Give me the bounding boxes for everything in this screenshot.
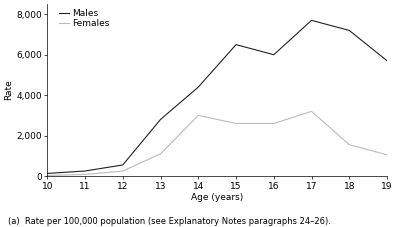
Line: Females: Females	[47, 111, 387, 175]
Females	[83, 173, 87, 176]
Legend: Males, Females: Males, Females	[59, 9, 110, 28]
Females	[309, 110, 314, 113]
Females	[120, 170, 125, 172]
Males	[272, 53, 276, 56]
Females	[45, 174, 50, 177]
Females	[234, 122, 239, 125]
Males	[158, 118, 163, 121]
Males	[120, 164, 125, 166]
Females	[272, 122, 276, 125]
Males	[385, 59, 389, 62]
Males	[196, 86, 200, 89]
Males	[309, 19, 314, 22]
Text: (a)  Rate per 100,000 population (see Explanatory Notes paragraphs 24–26).: (a) Rate per 100,000 population (see Exp…	[8, 217, 331, 226]
Males	[45, 172, 50, 175]
X-axis label: Age (years): Age (years)	[191, 193, 243, 202]
Males	[234, 43, 239, 46]
Females	[385, 153, 389, 156]
Y-axis label: Rate: Rate	[4, 80, 13, 101]
Males	[347, 29, 352, 32]
Females	[196, 114, 200, 117]
Females	[347, 143, 352, 146]
Females	[158, 153, 163, 155]
Line: Males: Males	[47, 20, 387, 173]
Males	[83, 170, 87, 172]
